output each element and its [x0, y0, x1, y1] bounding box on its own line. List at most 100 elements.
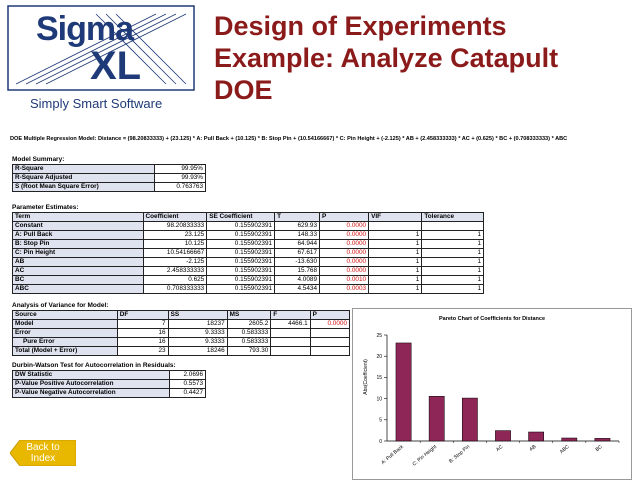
vif-cell: 1	[368, 284, 423, 294]
y-tick-label: 15	[376, 375, 382, 381]
t-cell: 4.5434	[274, 284, 321, 294]
title-line-1: Design of Experiments	[214, 11, 507, 41]
p-cell	[309, 337, 351, 347]
tolerance-cell: 1	[421, 248, 484, 258]
ss-cell: 18237	[167, 319, 228, 329]
durbin-name: P-Value Negative Autocorrelation	[12, 388, 170, 398]
table-row: BC 0.625 0.155902391 4.0089 0.0010 1 1	[12, 275, 484, 285]
table-row: Pure Error 16 9.3333 0.583333	[12, 337, 351, 347]
back-button-label[interactable]: Back to Index	[10, 442, 76, 464]
table-row: Constant 98.20833333 0.155902391 629.93 …	[12, 221, 484, 231]
p-cell: 0.0000	[319, 221, 370, 231]
ss-cell: 9.3333	[167, 337, 228, 347]
vif-cell	[368, 221, 423, 231]
summary-value: 99.93%	[154, 173, 206, 183]
chart-title: Pareto Chart of Coefficients for Distanc…	[439, 316, 545, 322]
vif-cell: 1	[368, 275, 423, 285]
back-button-line-1[interactable]: Back to	[26, 442, 60, 453]
durbin-value: 0.4427	[168, 388, 207, 398]
ms-cell: 0.583333	[226, 328, 272, 338]
table-row: A: Pull Back 23.125 0.155902391 148.33 0…	[12, 230, 484, 240]
y-tick-label: 10	[376, 396, 382, 402]
table-row: S (Root Mean Square Error) 0.763763	[11, 182, 206, 192]
se-coefficient-cell: 0.155902391	[206, 221, 276, 231]
df-cell: 16	[116, 337, 169, 347]
parameter-estimates-label: Parameter Estimates:	[12, 204, 79, 211]
anova-label: Analysis of Variance for Model:	[12, 302, 109, 309]
f-cell: 4466.1	[270, 319, 311, 329]
y-tick-label: 0	[379, 439, 382, 445]
table-row: DW Statistic 2.0696	[12, 370, 207, 380]
tolerance-cell: 1	[421, 257, 484, 267]
slide-title: Design of Experiments Example: Analyze C…	[214, 10, 634, 106]
source-cell: Pure Error	[12, 337, 118, 347]
se-coefficient-cell: 0.155902391	[206, 284, 276, 294]
t-cell: 67.617	[274, 248, 321, 258]
tolerance-cell: 1	[421, 284, 484, 294]
summary-name: R-Square	[11, 164, 156, 174]
p-cell: 0.0000	[309, 319, 351, 329]
vif-cell: 1	[368, 248, 423, 258]
bar	[594, 438, 611, 442]
column-header: Coefficient	[142, 212, 208, 222]
df-cell: 7	[116, 319, 169, 329]
table-row: C: Pin Height 10.54166667 0.155902391 67…	[12, 248, 484, 258]
se-coefficient-cell: 0.155902391	[206, 275, 276, 285]
column-header: P	[319, 212, 370, 222]
p-cell	[309, 328, 351, 338]
ms-cell: 2605.2	[226, 319, 272, 329]
summary-value: 99.95%	[154, 164, 206, 174]
t-cell: 64.944	[274, 239, 321, 249]
model-summary-label: Model Summary:	[12, 156, 65, 163]
source-cell: Total (Model + Error)	[12, 346, 118, 356]
bar	[395, 342, 412, 442]
tolerance-cell: 1	[421, 275, 484, 285]
p-cell: 0.0003	[319, 284, 370, 294]
x-tick-label: AB	[528, 444, 537, 453]
table-row: Error 16 9.3333 0.583333	[12, 328, 351, 338]
term-cell: B: Stop Pin	[12, 239, 144, 249]
table-row: R-Square 99.95%	[11, 164, 206, 174]
durbin-value: 0.5573	[168, 379, 207, 389]
table-header-row: Term Coefficient SE Coefficient T P VIF …	[12, 212, 484, 222]
term-cell: AB	[12, 257, 144, 267]
coefficient-cell: 0.708333333	[142, 284, 208, 294]
column-header: F	[270, 310, 311, 320]
table-row: Model 7 18237 2605.2 4466.1 0.0000	[12, 319, 351, 329]
source-cell: Model	[12, 319, 118, 329]
y-tick-label: 5	[379, 418, 382, 424]
bar	[528, 431, 545, 442]
model-summary-table: R-Square 99.95% R-Square Adjusted 99.93%…	[11, 164, 206, 192]
table-row: Total (Model + Error) 23 18246 793.30	[12, 346, 351, 356]
logo-word-xl: XL	[90, 44, 142, 88]
durbin-name: P-Value Positive Autocorrelation	[12, 379, 170, 389]
p-cell: 0.0000	[319, 239, 370, 249]
source-cell: Error	[12, 328, 118, 338]
f-cell	[270, 328, 311, 338]
column-header: VIF	[368, 212, 423, 222]
y-tick-label: 25	[376, 333, 382, 339]
durbin-watson-label: Durbin-Watson Test for Autocorrelation i…	[12, 362, 176, 369]
df-cell: 23	[116, 346, 169, 356]
t-cell: 15.768	[274, 266, 321, 276]
table-row: P-Value Positive Autocorrelation 0.5573	[12, 379, 207, 389]
tolerance-cell	[421, 221, 484, 231]
x-tick-label: A: Pull Back	[380, 444, 405, 466]
logo-graphic	[7, 5, 195, 91]
table-row: B: Stop Pin 10.125 0.155902391 64.944 0.…	[12, 239, 484, 249]
parameter-estimates-table: Term Coefficient SE Coefficient T P VIF …	[12, 212, 484, 294]
t-cell: 148.33	[274, 230, 321, 240]
column-header: Term	[12, 212, 144, 222]
back-button-shape[interactable]	[10, 440, 76, 466]
x-tick-label: C: Pin Height	[412, 444, 439, 468]
pareto-chart: Pareto Chart of Coefficients for Distanc…	[352, 308, 632, 480]
x-tick-label: ABC	[559, 444, 571, 455]
df-cell: 16	[116, 328, 169, 338]
bar	[495, 430, 511, 442]
t-cell: 629.93	[274, 221, 321, 231]
tolerance-cell: 1	[421, 266, 484, 276]
summary-name: R-Square Adjusted	[11, 173, 156, 183]
vif-cell: 1	[368, 239, 423, 249]
back-button-line-2[interactable]: Index	[30, 453, 56, 464]
t-cell: 4.0089	[274, 275, 321, 285]
